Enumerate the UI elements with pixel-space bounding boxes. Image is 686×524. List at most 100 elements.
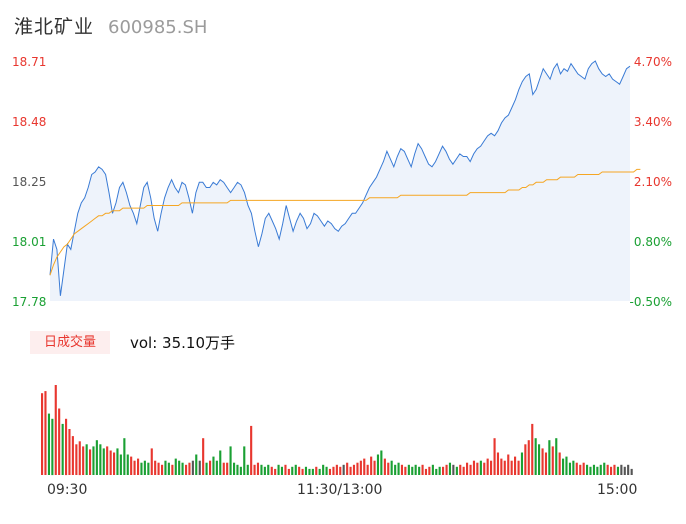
volume-bar <box>68 429 71 475</box>
volume-bar <box>438 466 441 475</box>
volume-bar <box>493 438 496 475</box>
volume-bar <box>592 464 596 475</box>
volume-bar <box>349 466 352 475</box>
volume-bar <box>534 438 537 475</box>
volume-bar <box>253 464 256 475</box>
stock-code: 600985.SH <box>108 17 208 38</box>
volume-bar <box>92 446 95 475</box>
volume-bar <box>452 464 455 475</box>
volume-bar <box>89 449 92 475</box>
volume-bar <box>71 436 74 475</box>
volume-bar <box>459 464 462 475</box>
volume-bar <box>154 460 157 475</box>
volume-bar <box>41 393 44 475</box>
volume-bar <box>404 466 407 475</box>
volume-bar <box>394 464 397 475</box>
y-tick-pct-3: 2.10% <box>633 175 672 189</box>
volume-bar <box>78 441 81 476</box>
volume-bar <box>130 456 133 475</box>
volume-bar <box>352 464 356 475</box>
volume-bar <box>102 448 105 475</box>
volume-bar <box>496 452 500 475</box>
volume-bar <box>397 462 400 475</box>
y-tick-pct-4: 0.80% <box>633 235 672 249</box>
volume-bar <box>280 466 284 475</box>
volume-bar <box>58 408 61 475</box>
volume-bar <box>390 460 393 475</box>
volume-bar <box>387 462 390 475</box>
volume-bar <box>620 464 623 475</box>
volume-bar <box>551 446 554 475</box>
volume-bar <box>356 462 359 475</box>
volume-bar <box>421 464 424 475</box>
volume-bar <box>243 446 246 475</box>
volume-bar <box>555 438 558 475</box>
volume-bar <box>469 464 472 475</box>
volume-bar <box>164 460 167 475</box>
volume-bar <box>229 446 232 475</box>
volume-bar <box>616 466 620 475</box>
volume-bar <box>322 464 325 475</box>
volume-bar <box>54 385 57 475</box>
daily-volume-badge: 日成交量 <box>30 331 110 354</box>
volume-bar <box>263 466 266 475</box>
average-price-line <box>49 168 641 276</box>
volume-bar <box>219 450 222 475</box>
volume-bar <box>376 454 380 475</box>
volume-bar <box>503 460 506 475</box>
volume-bar <box>174 458 177 475</box>
y-tick-price-3: 18.25 <box>12 175 47 189</box>
y-tick-price-4: 18.01 <box>12 235 47 249</box>
volume-bar <box>298 466 301 475</box>
volume-bar <box>363 458 366 475</box>
volume-bar <box>185 464 188 475</box>
volume-bar <box>527 440 530 475</box>
volume-bar <box>490 460 493 475</box>
volume-bar <box>565 456 568 475</box>
volume-readout: vol: 35.10万手 <box>130 334 235 352</box>
volume-bar <box>116 448 119 475</box>
volume-bar <box>486 458 489 475</box>
volume-bar <box>445 464 448 475</box>
volume-bar <box>627 464 630 475</box>
price-line <box>49 60 631 296</box>
x-label-open: 09:30 <box>47 482 88 498</box>
volume-bar <box>476 462 479 475</box>
volume-bar <box>544 452 548 475</box>
volume-bar <box>483 462 486 475</box>
volume-bar <box>623 466 626 475</box>
volume-bar <box>95 440 98 475</box>
volume-bar <box>335 464 338 475</box>
volume-bar <box>548 440 551 475</box>
volume-bar <box>267 464 270 475</box>
volume-bar <box>582 462 585 475</box>
volume-bar <box>479 460 482 475</box>
volume-bar <box>304 466 308 475</box>
volume-bar <box>195 454 198 475</box>
volume-bar <box>270 466 273 475</box>
y-tick-pct-2: 3.40% <box>633 115 672 129</box>
volume-bar <box>596 466 599 475</box>
volume-bar <box>411 466 414 475</box>
volume-bar <box>510 460 513 475</box>
volume-bar <box>462 466 465 475</box>
volume-bar <box>630 468 633 475</box>
volume-bar <box>161 464 164 475</box>
volume-bar <box>119 454 122 475</box>
volume-bar <box>147 462 150 475</box>
volume-bar <box>75 444 78 475</box>
volume-bar <box>613 464 616 475</box>
volume-bar <box>455 466 458 475</box>
volume-bar <box>325 466 328 475</box>
volume-bar <box>294 464 297 475</box>
volume-bar <box>359 460 362 475</box>
volume-bar <box>191 460 194 475</box>
volume-bar <box>51 418 54 476</box>
volume-bar <box>157 462 160 475</box>
volume-bar <box>414 464 417 475</box>
volume-bar <box>277 464 280 475</box>
volume-bar <box>407 464 410 475</box>
volume-bar <box>383 458 386 475</box>
volume-bar <box>209 460 212 475</box>
